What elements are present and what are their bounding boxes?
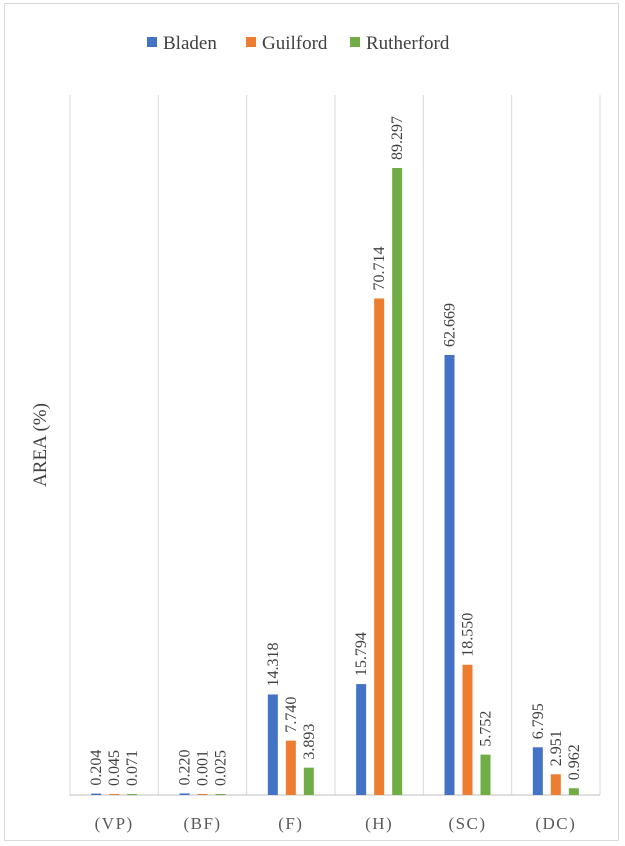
bar-guilford-5: [550, 774, 561, 795]
legend-swatch-rutherford: [350, 37, 360, 47]
data-label: 62.669: [442, 303, 459, 347]
bar-bladen-0: [91, 793, 102, 795]
legend-swatch-guilford: [246, 37, 256, 47]
data-label: 0.204: [88, 750, 105, 786]
bar-bladen-5: [532, 747, 543, 795]
data-label: 6.795: [530, 703, 547, 739]
data-label: 0.045: [106, 750, 123, 786]
bars: [91, 168, 579, 795]
data-label: 0.220: [177, 749, 194, 785]
data-label: 0.001: [195, 750, 212, 786]
data-label: 0.071: [124, 750, 141, 786]
data-label: 18.550: [460, 613, 477, 657]
bar-bladen-4: [444, 354, 455, 795]
bar-rutherford-2: [303, 767, 314, 795]
legend-label-rutherford: Rutherford: [366, 33, 450, 54]
bar-guilford-2: [285, 740, 296, 795]
data-label: 15.794: [353, 632, 370, 676]
bar-guilford-1: [197, 794, 208, 795]
data-label: 0.025: [213, 750, 230, 786]
bar-rutherford-1: [215, 794, 226, 795]
data-label: 14.318: [265, 642, 282, 686]
data-label: 5.752: [478, 711, 495, 747]
bar-guilford-3: [374, 298, 385, 795]
x-tick-label: (F): [278, 814, 303, 833]
bar-bladen-3: [356, 684, 367, 795]
bar-bladen-2: [267, 694, 278, 795]
data-label: 7.740: [283, 697, 300, 733]
data-label: 70.714: [371, 246, 388, 290]
bar-rutherford-0: [127, 794, 138, 795]
x-tick-label: (DC): [535, 814, 576, 833]
chart-area: [4, 3, 619, 841]
data-labels: 0.204 0.045 0.071 0.220 0.001 0.025 14.3187.74…: [88, 116, 583, 786]
legend-swatch-bladen: [147, 37, 157, 47]
bar-guilford-4: [462, 664, 473, 795]
x-tick-label: (VP): [95, 814, 134, 833]
legend: Bladen Guilford Rutherford: [147, 33, 450, 54]
bar-guilford-0: [109, 794, 120, 795]
x-tick-label: (SC): [448, 814, 486, 833]
y-axis-title: AREA (%): [30, 403, 51, 487]
bar-rutherford-5: [568, 788, 579, 795]
data-label: 89.297: [389, 116, 406, 160]
data-label: 2.951: [548, 730, 565, 766]
x-tick-label: (BF): [183, 814, 221, 833]
legend-label-bladen: Bladen: [163, 33, 217, 54]
x-tick-label: (H): [365, 814, 393, 833]
bar-rutherford-4: [480, 754, 491, 795]
category-gridlines: [69, 95, 601, 795]
data-label: 3.893: [301, 724, 318, 760]
x-tick-labels: (VP) (BF) (F) (H) (SC) (DC): [95, 814, 576, 833]
bar-rutherford-3: [392, 168, 403, 795]
bar-bladen-1: [179, 793, 190, 795]
data-label: 0.962: [566, 744, 583, 780]
legend-label-guilford: Guilford: [262, 33, 328, 54]
